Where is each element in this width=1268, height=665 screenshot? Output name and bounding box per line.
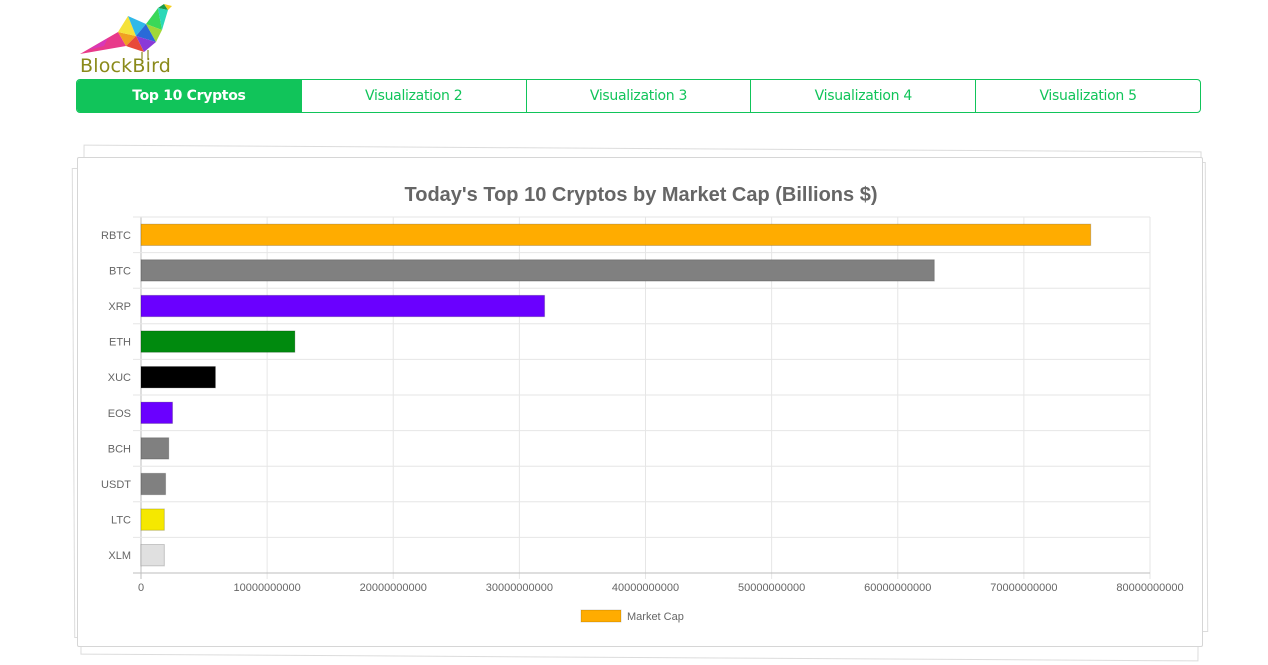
x-tick-label: 40000000000 xyxy=(612,582,679,594)
y-tick-label: ETH xyxy=(109,337,131,349)
bar-eth[interactable] xyxy=(140,330,296,353)
x-tick-label: 30000000000 xyxy=(486,582,553,594)
y-tick-label: LTC xyxy=(111,515,131,527)
tab-visualization-4[interactable]: Visualization 4 xyxy=(750,80,975,112)
y-tick-label: USDT xyxy=(101,479,131,491)
x-tick-label: 20000000000 xyxy=(360,582,427,594)
bar-xlm[interactable] xyxy=(140,544,165,567)
bar-xuc[interactable] xyxy=(140,366,216,389)
bar-rbtc[interactable] xyxy=(140,223,1092,246)
y-tick-label: EOS xyxy=(108,408,131,420)
x-tick-label: 0 xyxy=(138,582,144,594)
bar-btc[interactable] xyxy=(140,259,935,282)
y-tick-label: XRP xyxy=(108,301,131,313)
x-tick-label: 60000000000 xyxy=(864,582,931,594)
legend-label[interactable]: Market Cap xyxy=(627,611,684,623)
market-cap-chart: Today's Top 10 Cryptos by Market Cap (Bi… xyxy=(101,184,1184,623)
x-tick-label: 70000000000 xyxy=(990,582,1057,594)
tab-visualization-5[interactable]: Visualization 5 xyxy=(975,80,1200,112)
chart-title: Today's Top 10 Cryptos by Market Cap (Bi… xyxy=(405,184,878,206)
legend-swatch[interactable] xyxy=(580,609,622,623)
bird-logo-icon xyxy=(80,4,172,59)
chart-card: Today's Top 10 Cryptos by Market Cap (Bi… xyxy=(77,157,1203,647)
visualization-tabs: Top 10 Cryptos Visualization 2 Visualiza… xyxy=(76,79,1201,113)
brand-logo[interactable]: BlockBird xyxy=(78,2,178,78)
y-tick-label: RBTC xyxy=(101,230,131,242)
y-tick-label: XLM xyxy=(108,550,131,562)
x-tick-label: 80000000000 xyxy=(1116,582,1183,594)
y-tick-label: XUC xyxy=(108,372,131,384)
brand-name: BlockBird xyxy=(80,55,172,77)
tab-visualization-2[interactable]: Visualization 2 xyxy=(300,80,526,112)
tab-visualization-3[interactable]: Visualization 3 xyxy=(525,80,751,112)
bar-ltc[interactable] xyxy=(140,508,165,531)
y-tick-label: BCH xyxy=(108,443,131,455)
tab-top-10-cryptos[interactable]: Top 10 Cryptos xyxy=(77,80,301,112)
bar-usdt[interactable] xyxy=(140,472,167,496)
bar-eos[interactable] xyxy=(140,401,174,424)
bar-bch[interactable] xyxy=(140,437,170,460)
x-tick-label: 10000000000 xyxy=(233,582,300,594)
x-tick-label: 50000000000 xyxy=(738,582,805,594)
bar-xrp[interactable] xyxy=(140,294,546,318)
y-tick-label: BTC xyxy=(109,265,131,277)
